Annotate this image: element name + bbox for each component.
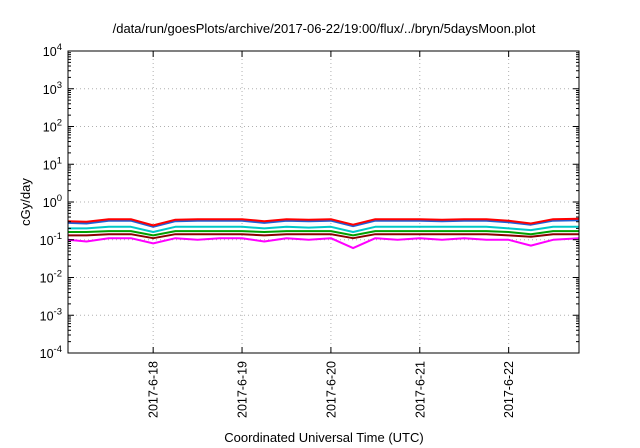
y-tick-exponent: -3 [54, 306, 62, 317]
y-tick-base: 10 [43, 45, 57, 59]
y-tick-base: 10 [40, 272, 54, 286]
series-line-6 [67, 217, 580, 227]
y-tick-label: 103 [43, 80, 62, 97]
y-tick-base: 10 [43, 196, 57, 210]
y-tick-base: 10 [43, 83, 57, 97]
series-line-3 [68, 230, 579, 237]
y-tick-base: 10 [40, 309, 54, 323]
y-tick-exponent: -2 [54, 269, 62, 280]
series-line-2 [68, 233, 579, 240]
y-tick-base: 10 [40, 347, 54, 361]
y-tick-label: 10-4 [40, 344, 62, 361]
x-tick-label: 2017-6-20 [324, 361, 338, 418]
x-tick-label: 2017-6-22 [502, 361, 516, 418]
y-axis-label: cGy/day [18, 178, 33, 226]
y-tick-label: 10-3 [40, 306, 62, 323]
y-tick-exponent: 1 [57, 155, 62, 166]
y-tick-base: 10 [40, 234, 54, 248]
y-tick-label: 102 [43, 118, 62, 135]
y-tick-base: 10 [43, 158, 57, 172]
y-tick-exponent: 0 [57, 193, 62, 204]
y-tick-exponent: 4 [57, 42, 62, 53]
y-tick-label: 10-2 [40, 269, 62, 286]
y-tick-exponent: 2 [57, 118, 62, 129]
y-tick-label: 100 [43, 193, 62, 210]
series-line-1 [67, 237, 580, 250]
y-tick-base: 10 [43, 121, 57, 135]
y-tick-label: 10-1 [40, 231, 62, 248]
x-tick-label: 2017-6-21 [413, 361, 427, 418]
chart-title: /data/run/goesPlots/archive/2017-06-22/1… [113, 21, 536, 36]
series-line-5 [67, 219, 580, 228]
y-tick-label: 104 [43, 42, 62, 59]
x-axis: 2017-6-18 2017-6-19 2017-6-20 2017-6-21 2017… [147, 51, 516, 418]
y-tick-exponent: -1 [54, 231, 62, 242]
series-group [67, 217, 580, 250]
y-tick-exponent: -4 [54, 344, 62, 355]
x-tick-label: 2017-6-19 [236, 361, 250, 418]
x-axis-label: Coordinated Universal Time (UTC) [224, 430, 423, 445]
y-tick-exponent: 3 [57, 80, 62, 91]
x-tick-label: 2017-6-18 [147, 361, 161, 418]
series-line-4 [68, 225, 579, 233]
grid [68, 51, 579, 353]
y-tick-label: 101 [43, 155, 62, 172]
